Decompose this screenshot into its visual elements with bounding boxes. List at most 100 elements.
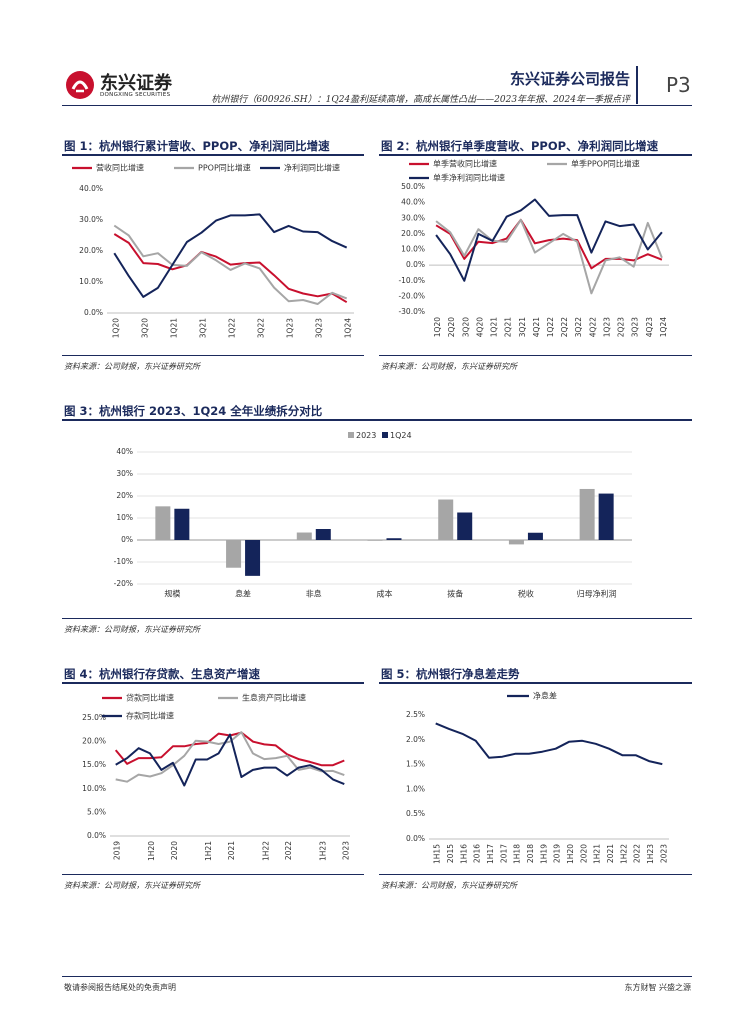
header-divider <box>636 66 638 104</box>
x-category-label: 税收 <box>518 589 534 599</box>
figure-1-title: 图 1：杭州银行累计营收、PPOP、净利润同比增速 <box>64 139 330 153</box>
bar-1Q24-1 <box>174 508 190 540</box>
legend-item-3-label: 存款同比增速 <box>126 711 174 721</box>
y-tick-label: 20.0% <box>401 229 425 238</box>
x-tick-label: 1Q23 <box>286 318 295 338</box>
x-tick-label: 1H17 <box>486 844 495 864</box>
x-tick-label: 1H19 <box>539 844 548 864</box>
x-tick-label: 1H23 <box>646 844 655 864</box>
bar-1Q24-4 <box>386 538 402 540</box>
x-category-label: 非息 <box>306 589 322 599</box>
logo-text-en: DONGXING SECURITIES <box>100 92 171 98</box>
y-tick-label: 0.5% <box>406 809 425 818</box>
figure-2-title-rule <box>379 154 692 156</box>
footer-rule <box>62 976 692 977</box>
bar-2023-5 <box>438 499 454 540</box>
x-tick-label: 2019 <box>553 844 562 863</box>
series-line-3 <box>113 213 348 298</box>
x-tick-label: 2016 <box>473 844 482 863</box>
series-line-1 <box>113 233 348 304</box>
x-tick-label: 2019 <box>113 841 122 860</box>
x-tick-label: 2018 <box>526 844 535 863</box>
x-category-label: 成本 <box>377 589 393 599</box>
x-tick-label: 3Q22 <box>574 317 583 337</box>
bar-1Q24-5 <box>457 512 473 540</box>
x-tick-label: 2Q23 <box>617 317 626 337</box>
x-tick-label: 1H22 <box>261 841 270 861</box>
x-tick-label: 4Q21 <box>532 317 541 337</box>
x-category-label: 归母净利润 <box>577 589 617 599</box>
x-tick-label: 1Q22 <box>228 318 237 338</box>
figure-2-source: 资料来源：公司财报，东兴证券研究所 <box>381 362 517 371</box>
series-line-2 <box>113 224 348 305</box>
x-category-label: 拨备 <box>447 589 463 599</box>
header-rule <box>62 105 692 106</box>
x-tick-label: 2017 <box>499 844 508 863</box>
x-tick-label: 3Q20 <box>140 318 149 338</box>
bar-1Q24-6 <box>527 532 543 540</box>
x-tick-label: 2Q22 <box>560 317 569 337</box>
y-tick-label: 10.0% <box>401 245 425 254</box>
y-tick-label: 40.0% <box>401 198 425 207</box>
figure-4-source-rule <box>62 874 364 875</box>
x-tick-label: 2015 <box>446 844 455 863</box>
x-tick-label: 1H21 <box>204 841 213 861</box>
y-tick-label: 20.0% <box>82 737 106 746</box>
x-tick-label: 4Q20 <box>475 317 484 337</box>
legend-label-1: 2023 <box>356 431 376 440</box>
y-tick-label: 2.0% <box>406 735 425 744</box>
x-tick-label: 2022 <box>633 844 642 863</box>
bar-2023-3 <box>296 532 312 540</box>
figure-1-title-rule <box>62 154 364 156</box>
x-tick-label: 2021 <box>606 844 615 863</box>
dongxing-logo-icon <box>66 71 94 99</box>
x-tick-label: 2Q20 <box>447 317 456 337</box>
logo: 东兴证券 DONGXING SECURITIES <box>64 67 184 103</box>
bar-1Q24-3 <box>315 529 331 540</box>
legend-item-2-label: PPOP同比增速 <box>198 163 251 173</box>
bar-2023-1 <box>155 506 171 540</box>
x-tick-label: 1H23 <box>318 841 327 861</box>
footer-disclaimer: 敬请参阅报告结尾处的免责声明 <box>64 983 176 992</box>
x-tick-label: 3Q23 <box>315 318 324 338</box>
figure-3-title-rule <box>62 419 692 421</box>
x-tick-label: 2020 <box>579 844 588 863</box>
y-tick-label: 0.0% <box>84 308 103 317</box>
x-tick-label: 1Q20 <box>111 318 120 338</box>
logo-text-cn: 东兴证券 <box>100 73 172 94</box>
x-tick-label: 2023 <box>659 844 668 863</box>
footer-slogan: 东方财智 兴盛之源 <box>624 983 691 992</box>
series-line-3 <box>435 198 663 282</box>
x-tick-label: 1H20 <box>147 841 156 861</box>
y-tick-label: -20% <box>114 579 133 588</box>
legend-item-1-label: 贷款同比增速 <box>126 693 174 703</box>
y-tick-label: -30.0% <box>398 307 425 316</box>
figure-4-chart: 0.0% 5.0% 10.0% 15.0% 20.0% 25.0% 2019 1H20 2020… <box>82 693 350 861</box>
x-tick-label: 1Q24 <box>344 318 353 338</box>
x-tick-label: 4Q23 <box>645 317 654 337</box>
y-tick-label: 2.5% <box>406 710 425 719</box>
bar-1Q24-2 <box>245 540 261 576</box>
bar-2023-6 <box>508 540 524 545</box>
legend-item-2-label: 单季PPOP同比增速 <box>571 159 640 169</box>
y-tick-label: 30.0% <box>79 215 103 224</box>
figure-3-title: 图 3：杭州银行 2023、1Q24 全年业绩拆分对比 <box>64 404 323 418</box>
bar-2023-4 <box>367 540 383 541</box>
report-company-title: 东兴证券公司报告 <box>509 70 630 88</box>
figure-5-source-rule <box>379 874 692 875</box>
x-category-label: 规模 <box>164 589 180 599</box>
y-tick-label: 10.0% <box>82 784 106 793</box>
x-tick-label: 2Q21 <box>504 317 513 337</box>
series-line-1 <box>435 722 663 766</box>
legend-item-1-label: 净息差 <box>533 691 557 701</box>
y-tick-label: -10% <box>114 557 133 566</box>
x-tick-label: 1H15 <box>433 844 442 864</box>
figure-3-chart: -20% -10% 0% 10% 20% 30% 40% 规模 息差 非息 成本 拨备 税收 归母净利润 2… <box>114 431 632 599</box>
bar-1Q24-7 <box>598 493 614 540</box>
y-tick-label: 10% <box>116 513 133 522</box>
figure-4-source: 资料来源：公司财报，东兴证券研究所 <box>64 881 200 890</box>
legend-swatch-2 <box>382 432 388 438</box>
x-tick-label: 1Q21 <box>490 317 499 337</box>
y-tick-label: 0.0% <box>406 260 425 269</box>
figure-1-chart: 0.0% 10.0% 20.0% 30.0% 40.0% 1Q20 3Q20 1Q21 3Q21… <box>72 163 354 338</box>
